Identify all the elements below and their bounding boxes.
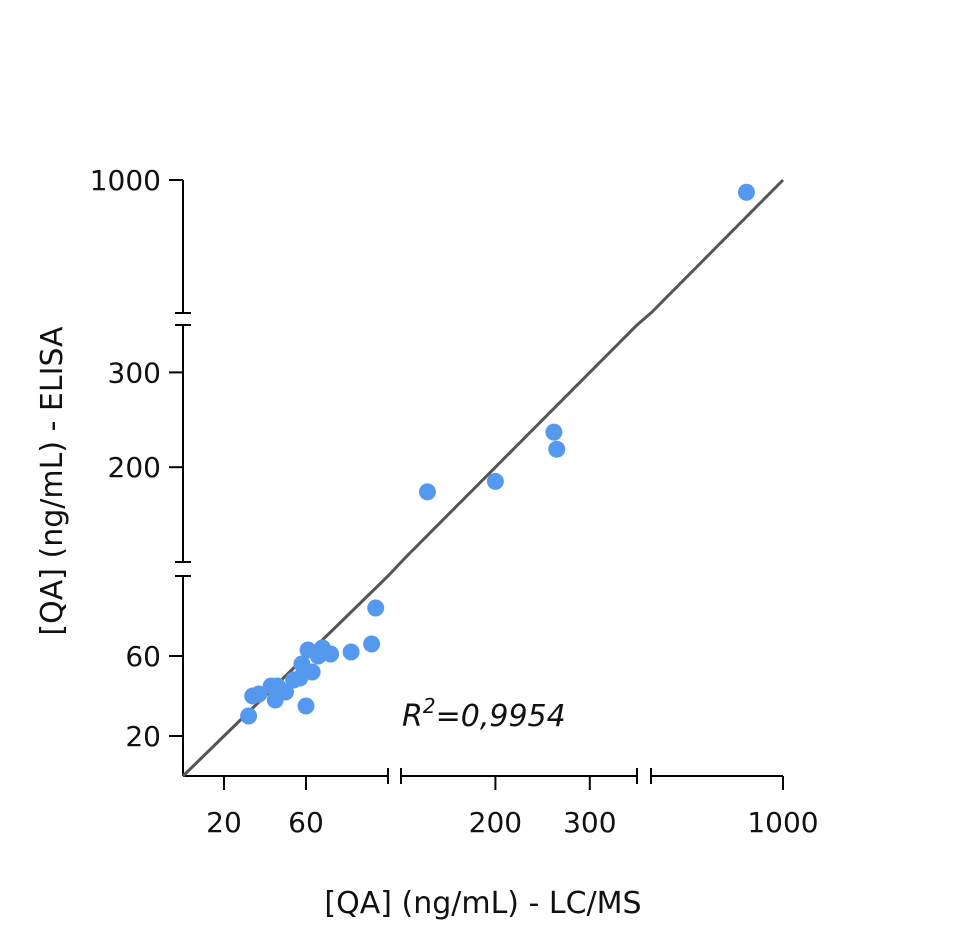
r2-superscript: 2 [423, 694, 436, 718]
x-axis-title: [QA] (ng/mL) - LC/MS [324, 886, 641, 921]
data-point-18 [363, 635, 381, 653]
data-points [240, 183, 755, 725]
data-point-24 [737, 183, 755, 201]
x-tick-label-300: 300 [563, 806, 616, 839]
x-tick-label-20: 20 [206, 806, 242, 839]
identity-line [181, 178, 785, 778]
data-point-11 [297, 697, 315, 715]
identity-line-layer [181, 178, 785, 778]
data-point-1 [240, 707, 258, 725]
y-tick-label-20: 20 [125, 720, 161, 753]
y-tick-label-60: 60 [125, 640, 161, 673]
y-tick-label-300: 300 [108, 356, 161, 389]
data-point-3 [250, 685, 268, 703]
data-point-21 [486, 472, 504, 490]
data-point-17 [342, 643, 360, 661]
data-point-19 [367, 599, 385, 617]
data-point-13 [303, 663, 321, 681]
data-point-23 [548, 440, 566, 458]
y-axis-title: [QA] (ng/mL) - ELISA [35, 326, 70, 636]
r2-symbol: R [402, 699, 423, 734]
x-tick-label-1000: 1000 [747, 806, 818, 839]
x-tick-label-60: 60 [288, 806, 324, 839]
data-point-20 [418, 483, 436, 501]
r-squared-annotation: R2=0,9954 [402, 694, 566, 734]
x-tick-label-200: 200 [469, 806, 522, 839]
r2-value: =0,9954 [436, 699, 566, 734]
y-tick-label-200: 200 [108, 451, 161, 484]
y-tick-label-1000: 1000 [90, 164, 161, 197]
data-point-7 [277, 683, 294, 701]
axes: 20 60 200 300 1000 20 60 200 300 1000 [90, 164, 819, 839]
data-point-16 [322, 645, 340, 663]
data-point-22 [545, 423, 563, 441]
